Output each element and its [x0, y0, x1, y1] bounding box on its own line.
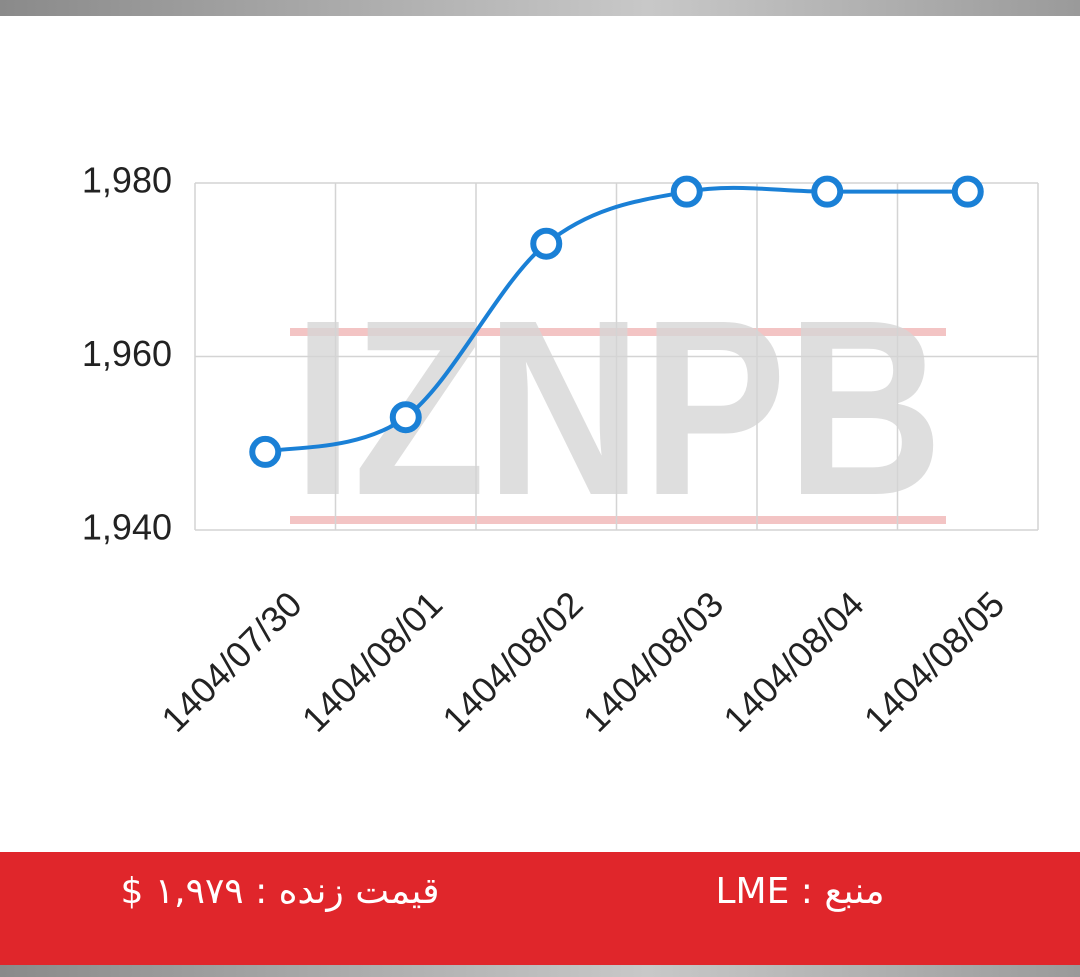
- x-tick-label: 1404/07/30: [153, 583, 309, 739]
- marker: [670, 175, 703, 208]
- top-strip: [0, 0, 1080, 16]
- x-tick-label: 1404/08/05: [856, 583, 1012, 739]
- marker: [811, 175, 844, 208]
- y-tick-label: 1,960: [82, 333, 172, 374]
- marker: [951, 175, 984, 208]
- x-tick-label: 1404/08/04: [715, 583, 871, 739]
- marker: [249, 435, 282, 468]
- footer-price: قیمت زنده : ۱,۹۷۹ $: [120, 871, 439, 912]
- marker: [530, 227, 563, 260]
- bottom-strip: [0, 965, 1080, 977]
- x-tick-label: 1404/08/02: [434, 583, 590, 739]
- watermark-text: IZNPB: [293, 268, 943, 547]
- marker: [389, 401, 422, 434]
- footer-source: منبع : LME: [715, 871, 884, 912]
- y-tick-label: 1,940: [82, 507, 172, 548]
- watermark: IZNPB: [290, 268, 946, 547]
- watermark-bar: [290, 516, 946, 524]
- x-tick-label: 1404/08/03: [575, 583, 731, 739]
- watermark-bar: [290, 328, 946, 336]
- y-tick-label: 1,980: [82, 160, 172, 201]
- footer-bar: [0, 852, 1080, 965]
- x-tick-label: 1404/08/01: [294, 583, 450, 739]
